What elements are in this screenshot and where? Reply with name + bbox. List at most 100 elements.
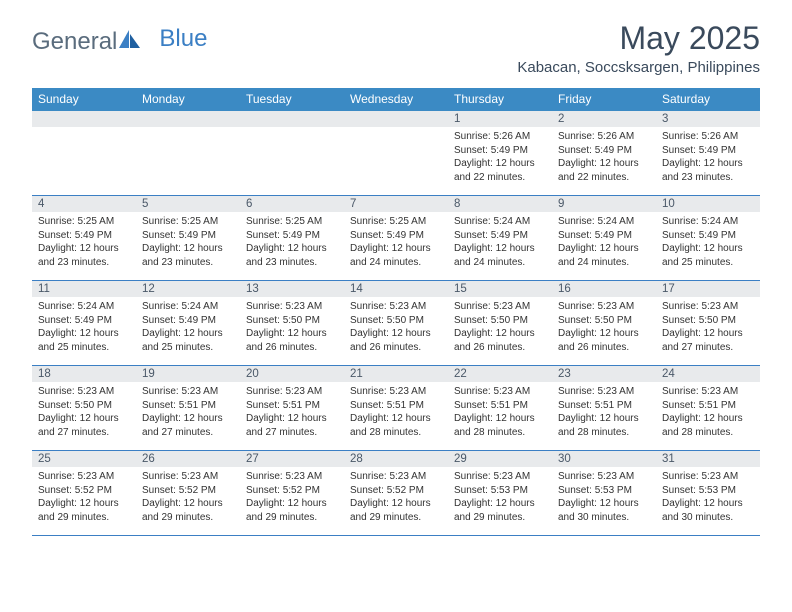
calendar-day-cell: 8Sunrise: 5:24 AMSunset: 5:49 PMDaylight… — [448, 196, 552, 281]
day-number: 16 — [552, 281, 656, 297]
day-details: Sunrise: 5:23 AMSunset: 5:51 PMDaylight:… — [448, 382, 552, 443]
day-details — [240, 127, 344, 187]
calendar-day-cell: 27Sunrise: 5:23 AMSunset: 5:52 PMDayligh… — [240, 451, 344, 536]
calendar-day-cell: 14Sunrise: 5:23 AMSunset: 5:50 PMDayligh… — [344, 281, 448, 366]
day-details: Sunrise: 5:23 AMSunset: 5:50 PMDaylight:… — [344, 297, 448, 358]
day-details: Sunrise: 5:23 AMSunset: 5:51 PMDaylight:… — [240, 382, 344, 443]
calendar-body: 1Sunrise: 5:26 AMSunset: 5:49 PMDaylight… — [32, 111, 760, 536]
day-details: Sunrise: 5:23 AMSunset: 5:52 PMDaylight:… — [136, 467, 240, 528]
calendar-day-cell: 16Sunrise: 5:23 AMSunset: 5:50 PMDayligh… — [552, 281, 656, 366]
calendar-day-cell: 18Sunrise: 5:23 AMSunset: 5:50 PMDayligh… — [32, 366, 136, 451]
day-number: 22 — [448, 366, 552, 382]
day-details: Sunrise: 5:26 AMSunset: 5:49 PMDaylight:… — [552, 127, 656, 188]
day-number: 29 — [448, 451, 552, 467]
day-details: Sunrise: 5:23 AMSunset: 5:50 PMDaylight:… — [32, 382, 136, 443]
calendar-day-cell: 15Sunrise: 5:23 AMSunset: 5:50 PMDayligh… — [448, 281, 552, 366]
day-number: 10 — [656, 196, 760, 212]
day-details: Sunrise: 5:26 AMSunset: 5:49 PMDaylight:… — [656, 127, 760, 188]
day-number: 15 — [448, 281, 552, 297]
calendar-day-cell: 22Sunrise: 5:23 AMSunset: 5:51 PMDayligh… — [448, 366, 552, 451]
day-header: Tuesday — [240, 88, 344, 111]
calendar-day-cell: 23Sunrise: 5:23 AMSunset: 5:51 PMDayligh… — [552, 366, 656, 451]
day-details: Sunrise: 5:23 AMSunset: 5:52 PMDaylight:… — [32, 467, 136, 528]
day-details: Sunrise: 5:23 AMSunset: 5:51 PMDaylight:… — [136, 382, 240, 443]
calendar-day-cell: 1Sunrise: 5:26 AMSunset: 5:49 PMDaylight… — [448, 111, 552, 196]
day-details: Sunrise: 5:24 AMSunset: 5:49 PMDaylight:… — [656, 212, 760, 273]
calendar-day-cell: 12Sunrise: 5:24 AMSunset: 5:49 PMDayligh… — [136, 281, 240, 366]
day-number: 19 — [136, 366, 240, 382]
day-number: 23 — [552, 366, 656, 382]
calendar-empty-cell — [136, 111, 240, 196]
day-number: 27 — [240, 451, 344, 467]
calendar-day-cell: 11Sunrise: 5:24 AMSunset: 5:49 PMDayligh… — [32, 281, 136, 366]
calendar-day-cell: 21Sunrise: 5:23 AMSunset: 5:51 PMDayligh… — [344, 366, 448, 451]
day-number: 13 — [240, 281, 344, 297]
day-details: Sunrise: 5:25 AMSunset: 5:49 PMDaylight:… — [344, 212, 448, 273]
day-number: 6 — [240, 196, 344, 212]
calendar-day-cell: 19Sunrise: 5:23 AMSunset: 5:51 PMDayligh… — [136, 366, 240, 451]
day-details — [32, 127, 136, 187]
day-details: Sunrise: 5:23 AMSunset: 5:52 PMDaylight:… — [344, 467, 448, 528]
day-details — [136, 127, 240, 187]
calendar-day-cell: 7Sunrise: 5:25 AMSunset: 5:49 PMDaylight… — [344, 196, 448, 281]
day-number: 14 — [344, 281, 448, 297]
day-header-row: SundayMondayTuesdayWednesdayThursdayFrid… — [32, 88, 760, 111]
day-details: Sunrise: 5:25 AMSunset: 5:49 PMDaylight:… — [136, 212, 240, 273]
day-number: 2 — [552, 111, 656, 127]
day-details: Sunrise: 5:24 AMSunset: 5:49 PMDaylight:… — [32, 297, 136, 358]
calendar-week-row: 11Sunrise: 5:24 AMSunset: 5:49 PMDayligh… — [32, 281, 760, 366]
day-details: Sunrise: 5:24 AMSunset: 5:49 PMDaylight:… — [448, 212, 552, 273]
day-number: 24 — [656, 366, 760, 382]
day-number: 28 — [344, 451, 448, 467]
calendar-day-cell: 31Sunrise: 5:23 AMSunset: 5:53 PMDayligh… — [656, 451, 760, 536]
calendar-day-cell: 24Sunrise: 5:23 AMSunset: 5:51 PMDayligh… — [656, 366, 760, 451]
calendar-week-row: 18Sunrise: 5:23 AMSunset: 5:50 PMDayligh… — [32, 366, 760, 451]
day-header: Monday — [136, 88, 240, 111]
day-header: Sunday — [32, 88, 136, 111]
page-header: General Blue May 2025 Kabacan, Soccsksar… — [0, 0, 792, 84]
calendar-day-cell: 30Sunrise: 5:23 AMSunset: 5:53 PMDayligh… — [552, 451, 656, 536]
calendar-day-cell: 28Sunrise: 5:23 AMSunset: 5:52 PMDayligh… — [344, 451, 448, 536]
calendar-day-cell: 20Sunrise: 5:23 AMSunset: 5:51 PMDayligh… — [240, 366, 344, 451]
day-details: Sunrise: 5:23 AMSunset: 5:51 PMDaylight:… — [656, 382, 760, 443]
calendar-empty-cell — [344, 111, 448, 196]
calendar-week-row: 1Sunrise: 5:26 AMSunset: 5:49 PMDaylight… — [32, 111, 760, 196]
day-details: Sunrise: 5:23 AMSunset: 5:50 PMDaylight:… — [240, 297, 344, 358]
calendar-day-cell: 10Sunrise: 5:24 AMSunset: 5:49 PMDayligh… — [656, 196, 760, 281]
day-number — [344, 111, 448, 127]
day-number: 21 — [344, 366, 448, 382]
calendar-day-cell: 4Sunrise: 5:25 AMSunset: 5:49 PMDaylight… — [32, 196, 136, 281]
calendar-day-cell: 5Sunrise: 5:25 AMSunset: 5:49 PMDaylight… — [136, 196, 240, 281]
day-details: Sunrise: 5:24 AMSunset: 5:49 PMDaylight:… — [552, 212, 656, 273]
day-number — [240, 111, 344, 127]
day-number: 31 — [656, 451, 760, 467]
day-number: 11 — [32, 281, 136, 297]
day-number: 4 — [32, 196, 136, 212]
day-details: Sunrise: 5:25 AMSunset: 5:49 PMDaylight:… — [32, 212, 136, 273]
day-header: Wednesday — [344, 88, 448, 111]
day-number: 12 — [136, 281, 240, 297]
day-details: Sunrise: 5:23 AMSunset: 5:53 PMDaylight:… — [656, 467, 760, 528]
calendar-day-cell: 29Sunrise: 5:23 AMSunset: 5:53 PMDayligh… — [448, 451, 552, 536]
day-number — [32, 111, 136, 127]
calendar-head: SundayMondayTuesdayWednesdayThursdayFrid… — [32, 88, 760, 111]
calendar-day-cell: 25Sunrise: 5:23 AMSunset: 5:52 PMDayligh… — [32, 451, 136, 536]
calendar-week-row: 4Sunrise: 5:25 AMSunset: 5:49 PMDaylight… — [32, 196, 760, 281]
day-number: 9 — [552, 196, 656, 212]
calendar-day-cell: 17Sunrise: 5:23 AMSunset: 5:50 PMDayligh… — [656, 281, 760, 366]
calendar-week-row: 25Sunrise: 5:23 AMSunset: 5:52 PMDayligh… — [32, 451, 760, 536]
calendar-day-cell: 26Sunrise: 5:23 AMSunset: 5:52 PMDayligh… — [136, 451, 240, 536]
calendar-day-cell: 13Sunrise: 5:23 AMSunset: 5:50 PMDayligh… — [240, 281, 344, 366]
calendar-day-cell: 2Sunrise: 5:26 AMSunset: 5:49 PMDaylight… — [552, 111, 656, 196]
day-number — [136, 111, 240, 127]
calendar-day-cell: 9Sunrise: 5:24 AMSunset: 5:49 PMDaylight… — [552, 196, 656, 281]
day-number: 3 — [656, 111, 760, 127]
day-header: Thursday — [448, 88, 552, 111]
day-header: Saturday — [656, 88, 760, 111]
calendar-day-cell: 6Sunrise: 5:25 AMSunset: 5:49 PMDaylight… — [240, 196, 344, 281]
day-details: Sunrise: 5:25 AMSunset: 5:49 PMDaylight:… — [240, 212, 344, 273]
day-number: 17 — [656, 281, 760, 297]
day-number: 30 — [552, 451, 656, 467]
title-block: May 2025 Kabacan, Soccsksargen, Philippi… — [517, 20, 760, 76]
logo: General Blue — [32, 20, 207, 56]
